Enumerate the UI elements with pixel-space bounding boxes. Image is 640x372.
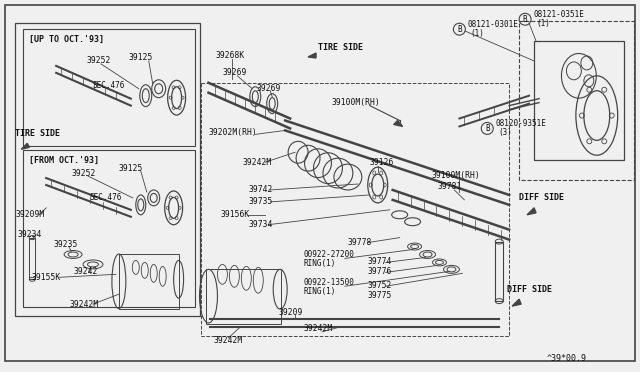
Text: 39268K: 39268K bbox=[216, 51, 244, 61]
Text: [FROM OCT.'93]: [FROM OCT.'93] bbox=[29, 156, 99, 165]
Text: B: B bbox=[457, 25, 461, 34]
Text: 39100M(RH): 39100M(RH) bbox=[332, 98, 381, 107]
Text: 08120-9351E: 08120-9351E bbox=[495, 119, 546, 128]
Bar bbox=[495, 241, 503, 301]
Text: TIRE SIDE: TIRE SIDE bbox=[318, 42, 363, 52]
Text: 39235: 39235 bbox=[53, 240, 77, 249]
Text: 39778: 39778 bbox=[348, 238, 372, 247]
Text: TIRE SIDE: TIRE SIDE bbox=[15, 129, 60, 138]
Text: RING(1): RING(1) bbox=[303, 259, 335, 268]
Text: 39776: 39776 bbox=[368, 267, 392, 276]
Polygon shape bbox=[527, 208, 536, 215]
Text: 08121-0351E: 08121-0351E bbox=[533, 10, 584, 19]
Polygon shape bbox=[308, 53, 316, 58]
Text: 39735: 39735 bbox=[248, 198, 273, 206]
Text: 39156K: 39156K bbox=[220, 210, 250, 219]
Text: 00922-27200: 00922-27200 bbox=[303, 250, 354, 259]
Text: 39155K: 39155K bbox=[31, 273, 61, 282]
Text: ^39*00.9: ^39*00.9 bbox=[547, 354, 587, 363]
Text: 39734: 39734 bbox=[248, 220, 273, 229]
Bar bbox=[29, 238, 35, 279]
Text: 39209M: 39209M bbox=[15, 210, 45, 219]
Text: 39781: 39781 bbox=[438, 183, 462, 192]
Text: B: B bbox=[485, 124, 490, 133]
Text: 39125: 39125 bbox=[129, 54, 153, 62]
Text: (3): (3) bbox=[498, 128, 512, 137]
Bar bbox=[23, 150, 195, 307]
Text: SEC.476: SEC.476 bbox=[89, 193, 122, 202]
Text: 00922-13500: 00922-13500 bbox=[303, 278, 354, 287]
Text: [UP TO OCT.'93]: [UP TO OCT.'93] bbox=[29, 35, 104, 44]
Text: RING(1): RING(1) bbox=[303, 287, 335, 296]
Text: 39202M(RH): 39202M(RH) bbox=[209, 128, 257, 137]
Bar bbox=[23, 29, 195, 146]
Text: 39242: 39242 bbox=[73, 267, 97, 276]
Text: 39252: 39252 bbox=[86, 57, 110, 65]
Polygon shape bbox=[394, 121, 403, 126]
Bar bbox=[15, 23, 200, 316]
Text: 39242M: 39242M bbox=[303, 324, 332, 333]
Text: 39269: 39269 bbox=[256, 84, 281, 93]
Bar bbox=[519, 21, 634, 180]
Text: 39252: 39252 bbox=[71, 169, 95, 177]
Text: 39100M(RH): 39100M(RH) bbox=[431, 171, 480, 180]
Text: 39775: 39775 bbox=[368, 291, 392, 300]
Text: 39242M: 39242M bbox=[243, 158, 271, 167]
Bar bbox=[534, 41, 623, 160]
Text: 39242M: 39242M bbox=[214, 336, 243, 345]
Text: 39242M: 39242M bbox=[69, 299, 99, 309]
Polygon shape bbox=[512, 299, 521, 306]
Text: 08121-0301E: 08121-0301E bbox=[467, 20, 518, 29]
Text: 39774: 39774 bbox=[368, 257, 392, 266]
Bar bbox=[200, 83, 509, 336]
Text: DIFF SIDE: DIFF SIDE bbox=[519, 193, 564, 202]
Text: 39234: 39234 bbox=[17, 230, 42, 239]
Bar bbox=[207, 269, 281, 324]
Text: 39752: 39752 bbox=[368, 281, 392, 290]
Text: 39125: 39125 bbox=[119, 164, 143, 173]
Polygon shape bbox=[21, 143, 29, 149]
Text: SEC.476: SEC.476 bbox=[93, 81, 125, 90]
Text: B: B bbox=[523, 15, 527, 24]
Text: 39209: 39209 bbox=[278, 308, 303, 317]
Text: 39269: 39269 bbox=[223, 68, 247, 77]
Bar bbox=[119, 254, 179, 309]
Text: 39742: 39742 bbox=[248, 186, 273, 195]
Text: (1): (1) bbox=[470, 29, 484, 38]
Text: 39126: 39126 bbox=[370, 158, 394, 167]
Text: (1): (1) bbox=[536, 19, 550, 28]
Text: DIFF SIDE: DIFF SIDE bbox=[507, 285, 552, 294]
